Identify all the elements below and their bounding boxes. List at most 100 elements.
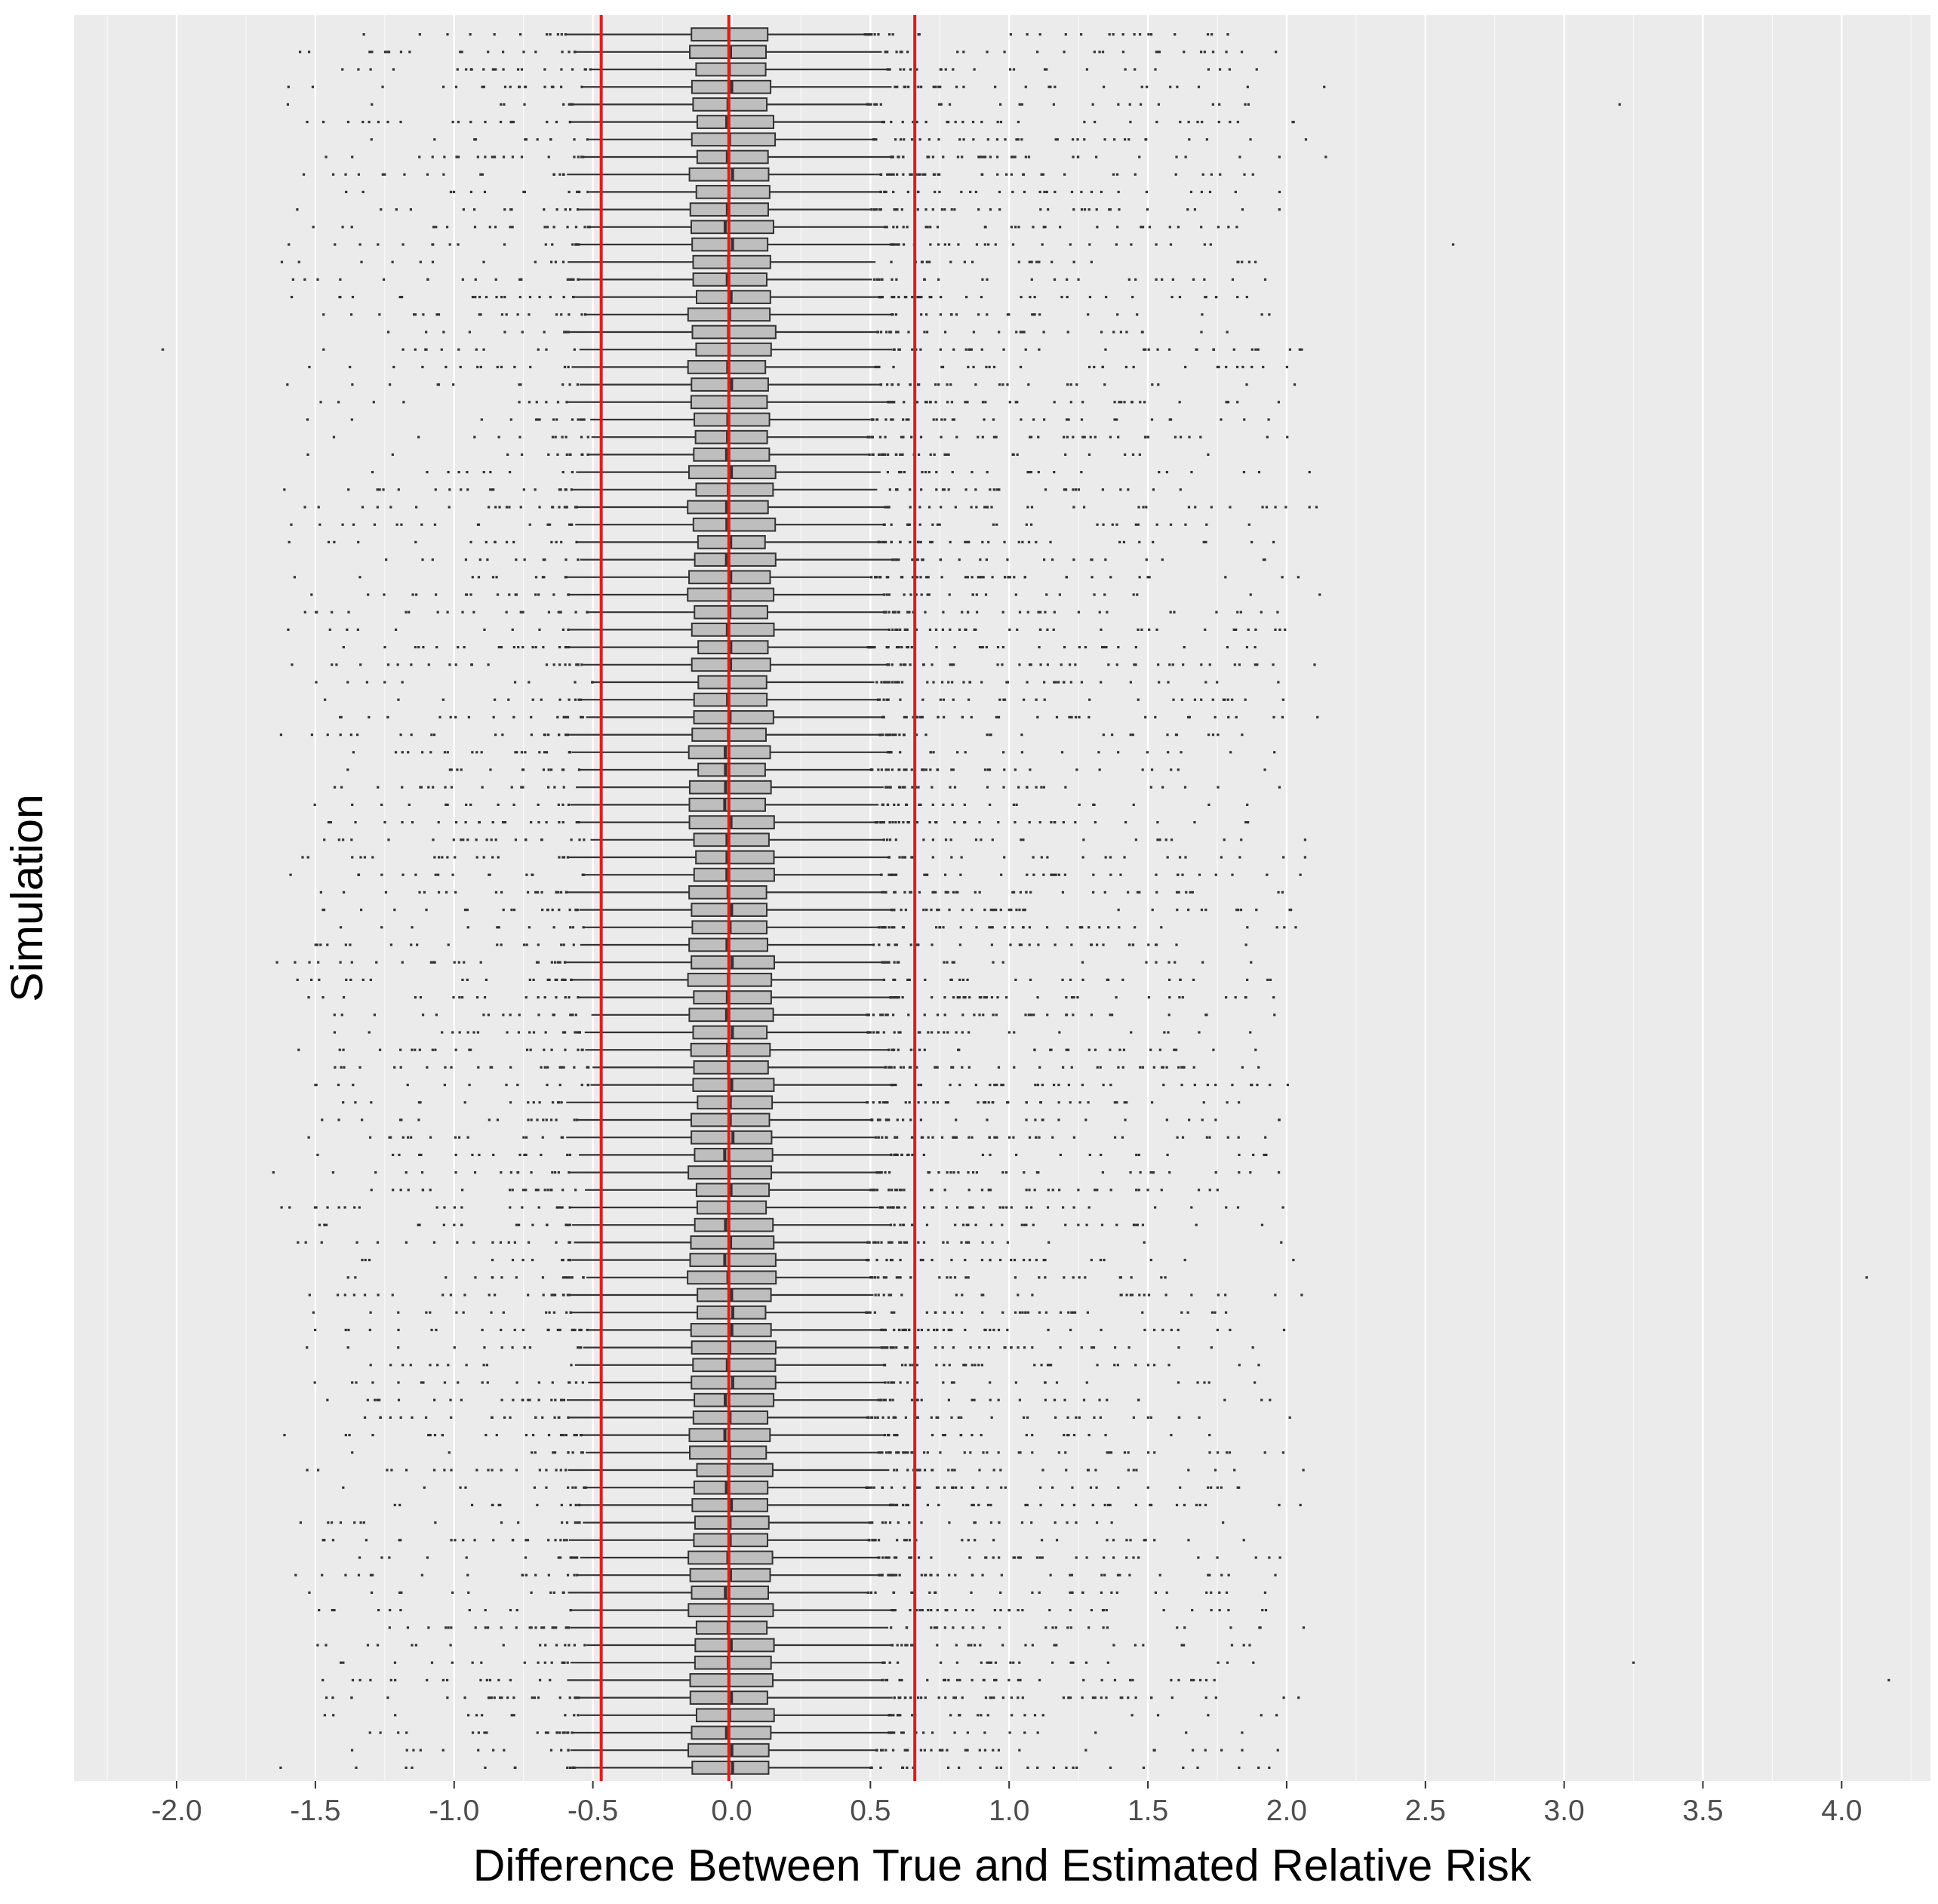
outlier-point — [1078, 1416, 1081, 1419]
outlier-point — [460, 1206, 463, 1208]
outlier-point — [990, 1224, 992, 1226]
outlier-point — [909, 1364, 912, 1366]
outlier-point — [1017, 1293, 1019, 1296]
outlier-point — [1151, 418, 1153, 420]
outlier-point — [564, 716, 567, 718]
outlier-point — [388, 1556, 390, 1558]
outlier-point — [554, 1451, 556, 1453]
outlier-point — [879, 191, 881, 193]
outlier-point — [401, 786, 403, 789]
outlier-point — [519, 296, 521, 298]
outlier-point — [1038, 1312, 1041, 1314]
outlier-point — [1029, 1259, 1031, 1261]
outlier-point — [880, 926, 882, 928]
box — [698, 764, 765, 777]
outlier-point — [902, 926, 904, 928]
outlier-point — [902, 821, 904, 823]
outlier-point — [287, 103, 289, 106]
outlier-point — [1088, 243, 1091, 245]
outlier-point — [1014, 1556, 1016, 1558]
outlier-point — [1281, 1206, 1284, 1208]
outlier-point — [1170, 296, 1173, 298]
outlier-point — [1063, 174, 1066, 176]
outlier-point — [432, 226, 435, 228]
outlier-point — [894, 1154, 897, 1156]
outlier-point — [491, 1504, 494, 1506]
outlier-point — [1109, 33, 1111, 35]
outlier-point — [1062, 1066, 1064, 1069]
outlier-point — [553, 226, 555, 228]
outlier-point — [1241, 366, 1244, 368]
outlier-point — [909, 1276, 912, 1278]
outlier-point — [971, 349, 973, 351]
box — [694, 414, 770, 426]
outlier-point — [527, 1293, 529, 1296]
outlier-point — [1077, 1224, 1079, 1226]
outlier-point — [480, 366, 482, 368]
outlier-point — [1031, 1451, 1033, 1453]
outlier-point — [435, 488, 437, 491]
outlier-point — [408, 611, 410, 614]
outlier-point — [1187, 1469, 1189, 1471]
outlier-point — [544, 1189, 546, 1191]
outlier-point — [523, 943, 525, 946]
outlier-point — [1159, 1049, 1161, 1051]
outlier-point — [980, 155, 982, 158]
outlier-point — [522, 1137, 524, 1139]
outlier-point — [574, 699, 577, 701]
outlier-point — [883, 1031, 885, 1033]
outlier-point — [868, 436, 870, 438]
outlier-point — [897, 1451, 900, 1453]
outlier-point — [979, 558, 981, 561]
outlier-point — [1231, 874, 1233, 876]
outlier-point — [1278, 401, 1280, 403]
outlier-point — [968, 1556, 971, 1558]
outlier-point — [577, 558, 579, 561]
outlier-point — [508, 593, 510, 595]
outlier-point — [1180, 1312, 1183, 1314]
outlier-point — [928, 506, 931, 508]
outlier-point — [1264, 1592, 1266, 1594]
outlier-point — [1138, 1189, 1140, 1191]
outlier-point — [893, 208, 895, 211]
box — [697, 151, 768, 164]
outlier-point — [1119, 1276, 1121, 1278]
outlier-point — [497, 1118, 499, 1121]
box — [690, 1253, 775, 1266]
outlier-point — [967, 366, 969, 368]
box — [695, 553, 776, 566]
outlier-point — [944, 874, 946, 876]
outlier-point — [1076, 138, 1078, 140]
outlier-point — [1000, 1487, 1002, 1489]
outlier-point — [465, 821, 467, 823]
outlier-point — [571, 979, 573, 981]
outlier-point — [1233, 349, 1235, 351]
outlier-point — [521, 1399, 524, 1401]
outlier-point — [898, 611, 900, 614]
outlier-point — [896, 1539, 898, 1541]
outlier-point — [1207, 804, 1210, 806]
outlier-point — [337, 1293, 339, 1296]
outlier-point — [884, 961, 886, 964]
outlier-point — [937, 1416, 939, 1419]
outlier-point — [877, 768, 879, 771]
outlier-point — [917, 208, 919, 211]
outlier-point — [1217, 786, 1219, 789]
outlier-point — [1125, 1556, 1127, 1558]
outlier-point — [1123, 1049, 1125, 1051]
outlier-point — [982, 646, 984, 648]
outlier-point — [567, 1416, 569, 1419]
outlier-point — [964, 1259, 966, 1261]
outlier-point — [528, 1031, 531, 1033]
outlier-point — [890, 1241, 892, 1244]
outlier-point — [1125, 366, 1127, 368]
outlier-point — [563, 786, 565, 789]
outlier-point — [909, 663, 912, 666]
outlier-point — [1236, 366, 1238, 368]
outlier-point — [1216, 1556, 1218, 1558]
outlier-point — [978, 821, 980, 823]
outlier-point — [1090, 436, 1092, 438]
outlier-point — [935, 646, 937, 648]
outlier-point — [897, 383, 900, 386]
outlier-point — [509, 1066, 512, 1069]
